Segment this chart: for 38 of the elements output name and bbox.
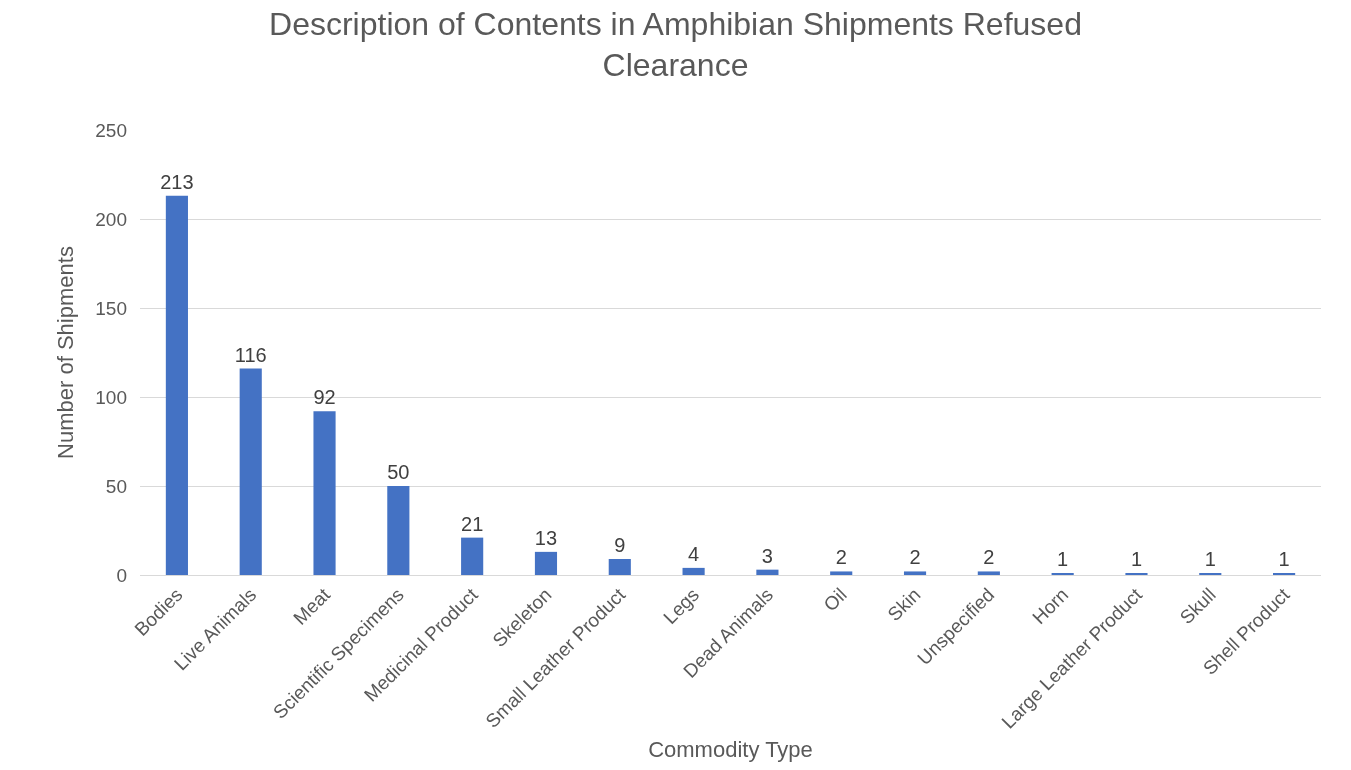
- data-label: 4: [688, 542, 700, 565]
- bar: [608, 558, 631, 575]
- bar: [387, 486, 410, 575]
- bar: [461, 537, 484, 575]
- y-tick-label: 0: [116, 564, 127, 586]
- data-label: 21: [461, 512, 484, 535]
- y-tick-label: 100: [95, 386, 127, 408]
- chart-title: Description of Contents in Amphibian Shipments Refused Clearance: [269, 5, 1082, 84]
- data-label: 13: [534, 526, 558, 549]
- y-tick-label: 250: [95, 119, 127, 141]
- bar: [830, 571, 853, 575]
- data-label: 1: [1057, 548, 1069, 570]
- data-label: 116: [234, 343, 267, 366]
- x-axis-title: Commodity Type: [648, 737, 813, 763]
- y-axis-title: Number of Shipments: [53, 246, 79, 459]
- data-label: 3: [761, 544, 773, 567]
- bar: [534, 551, 558, 575]
- bar: [165, 195, 188, 575]
- data-label: 9: [614, 533, 626, 556]
- data-label: 1: [1130, 548, 1143, 570]
- bar: [313, 411, 336, 575]
- bar: [239, 368, 262, 575]
- y-tick-label: 150: [95, 297, 127, 319]
- bar: [977, 571, 1000, 575]
- bar: [756, 569, 779, 575]
- y-tick-label: 50: [105, 475, 127, 497]
- data-label: 2: [983, 546, 995, 569]
- data-label: 213: [160, 170, 194, 193]
- x-tick-label: Oil: [819, 584, 851, 616]
- bar: [682, 567, 705, 575]
- data-label: 50: [387, 461, 410, 483]
- data-label: 2: [909, 546, 921, 569]
- data-label: 92: [313, 386, 336, 409]
- bar: [903, 571, 927, 575]
- data-label: 1: [1278, 548, 1290, 570]
- data-label: 1: [1204, 548, 1216, 570]
- y-tick-label: 200: [95, 208, 127, 230]
- data-label: 2: [835, 546, 847, 569]
